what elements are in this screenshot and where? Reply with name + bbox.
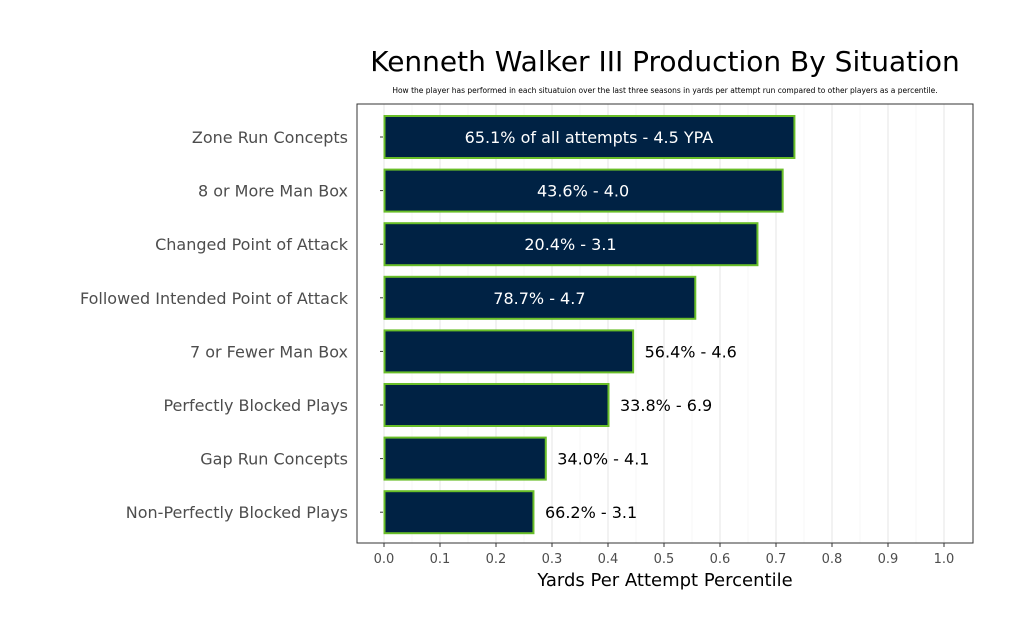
bar: [383, 115, 796, 159]
data-label: 34.0% - 4.1: [557, 450, 649, 469]
bar: [383, 436, 547, 481]
chart-title: Kenneth Walker III Production By Situati…: [370, 45, 960, 78]
bar: [383, 329, 635, 374]
y-tick-label: Followed Intended Point of Attack: [80, 289, 349, 308]
data-label: 65.1% of all attempts - 4.5 YPA: [465, 128, 714, 147]
x-tick-label: 0.4: [598, 552, 619, 567]
panel-border: [356, 103, 974, 544]
x-tick-label: 0.5: [654, 552, 675, 567]
data-label: 43.6% - 4.0: [537, 182, 629, 201]
bar: [383, 275, 697, 320]
data-label: 66.2% - 3.1: [545, 503, 637, 522]
bar: [383, 383, 610, 427]
y-tick-label: 7 or Fewer Man Box: [190, 342, 348, 361]
data-label: 33.8% - 6.9: [620, 396, 712, 415]
y-tick-label: Changed Point of Attack: [155, 235, 349, 254]
x-tick-label: 0.0: [374, 552, 395, 567]
x-tick-label: 0.2: [486, 552, 507, 567]
bar: [383, 490, 535, 535]
y-tick-label: Perfectly Blocked Plays: [163, 396, 348, 415]
x-tick-label: 0.7: [766, 552, 787, 567]
bar: [383, 168, 784, 213]
y-tick-label: Gap Run Concepts: [200, 450, 348, 469]
x-tick-label: 0.8: [822, 552, 843, 567]
data-label: 20.4% - 3.1: [524, 235, 616, 254]
chart-subtitle: How the player has performed in each sit…: [392, 86, 937, 95]
x-tick-label: 0.1: [430, 552, 451, 567]
x-axis-label: Yards Per Attempt Percentile: [536, 570, 792, 591]
y-tick-label: Non-Perfectly Blocked Plays: [126, 503, 348, 522]
x-tick-label: 0.3: [542, 552, 563, 567]
x-tick-label: 0.9: [878, 552, 899, 567]
x-tick-label: 0.6: [710, 552, 731, 567]
y-tick-label: Zone Run Concepts: [192, 128, 348, 147]
bar: [383, 222, 759, 267]
data-label: 78.7% - 4.7: [493, 289, 585, 308]
data-label: 56.4% - 4.6: [645, 342, 737, 361]
y-tick-label: 8 or More Man Box: [198, 182, 348, 201]
x-tick-label: 1.0: [934, 552, 955, 567]
